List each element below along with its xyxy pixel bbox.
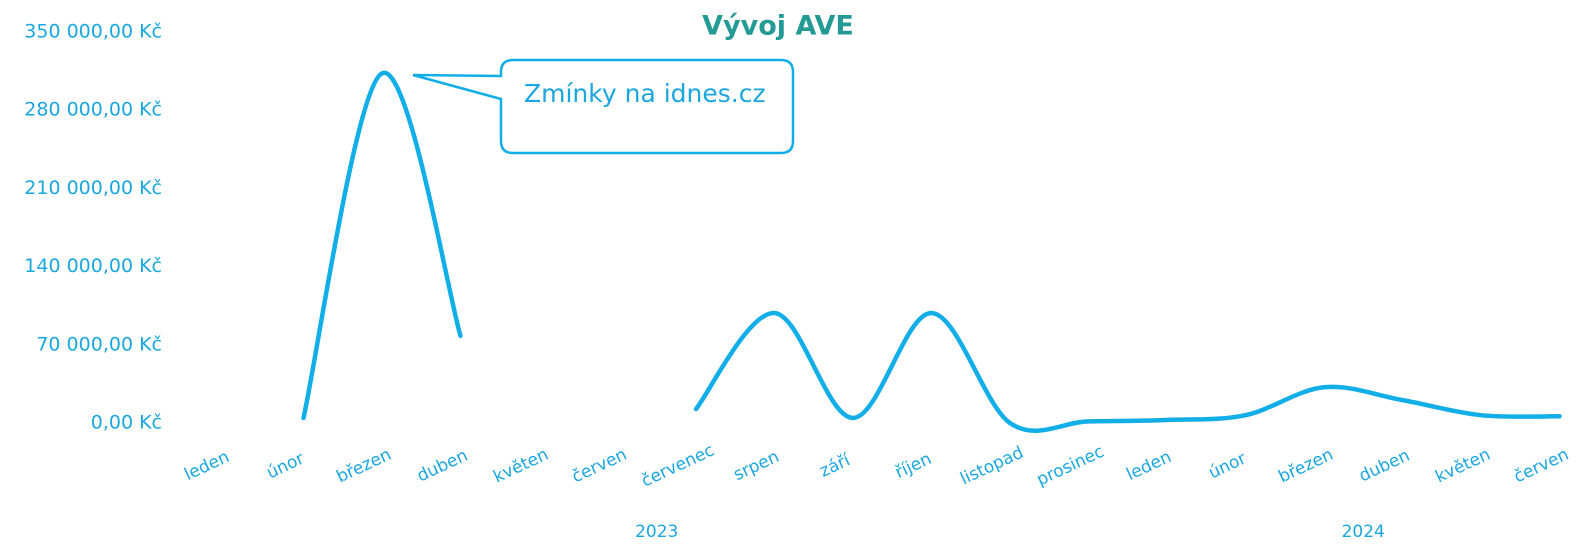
x-tick-label: srpen [731,447,783,485]
x-tick-label: duben [1356,446,1413,487]
annotation: Zmínky na idnes.cz [524,79,766,108]
x-tick-label: leden [181,447,232,485]
x-tick-label: listopad [957,443,1027,490]
x-tick-label: prosinec [1034,442,1108,491]
x-tick-label: květen [490,445,551,488]
x-tick-label: červen [569,445,630,488]
x-tick-label: září [817,450,855,482]
x-tick-label: únor [1206,449,1250,484]
y-tick-label: 70 000,00 Kč [36,333,162,355]
x-tick-label: březen [333,445,394,488]
line [301,71,1562,433]
year-label: 2024 [1342,522,1385,542]
x-tick-label: květen [1432,445,1493,488]
y-tick-label: 0,00 Kč [91,412,162,434]
x-tick-label: říjen [892,449,935,483]
x-tick-label: červenec [638,440,717,491]
y-tick-label: 210 000,00 Kč [24,177,162,199]
x-tick-label: únor [264,449,308,484]
year-label: 2023 [635,522,678,542]
y-tick-label: 280 000,00 Kč [24,99,162,121]
y-tick-label: 350 000,00 Kč [24,21,162,43]
x-tick-label: duben [414,446,471,487]
callout-box [412,58,795,155]
x-tick-label: červen [1511,445,1572,488]
chart-title: Vývoj AVE [702,11,854,42]
y-tick-label: 140 000,00 Kč [24,255,162,277]
x-tick-label: leden [1123,447,1174,485]
x-tick-label: březen [1275,445,1336,488]
